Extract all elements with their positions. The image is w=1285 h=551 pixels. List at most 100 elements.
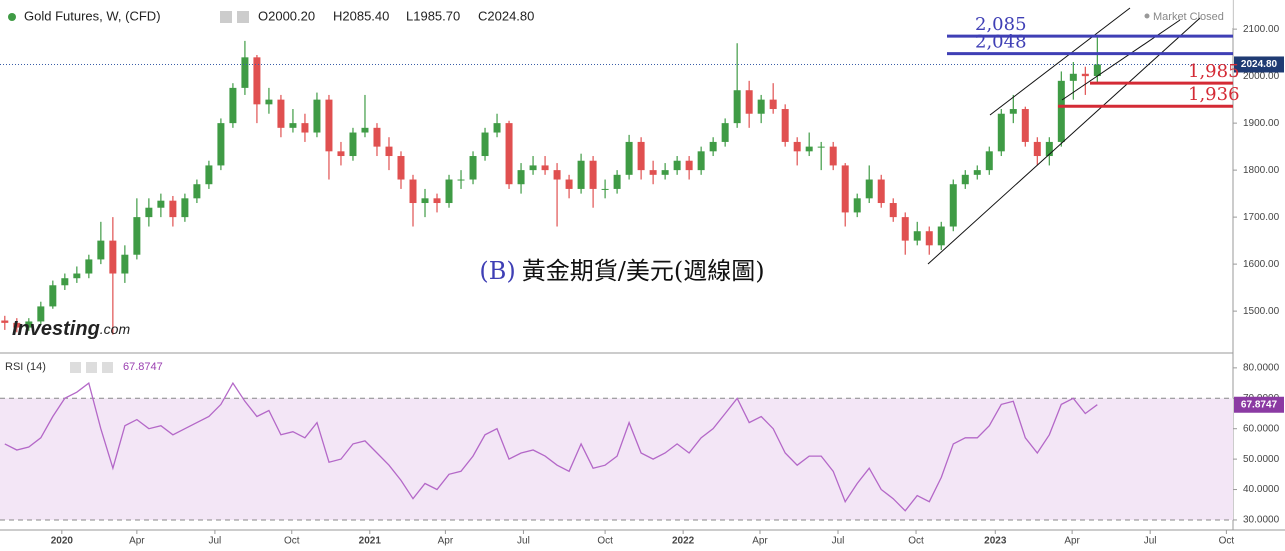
x-tick-label: Jul [1144, 536, 1157, 547]
market-status: Market Closed [1153, 11, 1224, 23]
candle-body [469, 156, 477, 180]
candle-body [313, 99, 321, 133]
y-tick-label: 2000.00 [1243, 71, 1280, 82]
rsi-line [4, 381, 1098, 512]
candle-body [433, 198, 441, 204]
candle-body [601, 188, 609, 190]
candle-body [733, 90, 741, 124]
level-label: 2,085 [975, 14, 1027, 35]
rsi-last-label: 67.8747 [1241, 399, 1278, 410]
watermark: Investing.com [12, 318, 130, 340]
x-tick-label: Jul [517, 536, 530, 547]
close-value: C2024.80 [478, 8, 534, 23]
candle-body [409, 179, 417, 204]
candle-body [337, 151, 345, 157]
candle-body [505, 123, 513, 185]
high-value: H2085.40 [333, 8, 389, 23]
candle-body [685, 160, 693, 171]
candle-body [757, 99, 765, 114]
trend-line [1061, 19, 1181, 101]
y-tick-label: 2100.00 [1243, 24, 1280, 35]
candle-body [661, 170, 669, 175]
icon[interactable] [86, 362, 97, 373]
y-tick-label: 1500.00 [1243, 306, 1280, 317]
status-dot [8, 13, 16, 21]
x-tick-label: Oct [1219, 536, 1235, 547]
candle-body [1081, 73, 1089, 77]
y-tick-label: 1600.00 [1243, 259, 1280, 270]
candle-body [361, 127, 369, 133]
candle-body [301, 123, 309, 133]
candle-body [25, 321, 33, 328]
candle-body [49, 285, 57, 307]
status-dot [1144, 13, 1150, 19]
x-tick-label: 2021 [359, 536, 382, 547]
candle-body [289, 123, 297, 128]
candle-body [397, 156, 405, 180]
annotation: (B) 黃金期貨/美元(週線圖) [479, 257, 764, 285]
candle-body [1009, 109, 1017, 114]
candle-body [649, 170, 657, 175]
candle-body [205, 165, 213, 185]
icon[interactable] [102, 362, 113, 373]
candle-body [457, 179, 465, 181]
candle-body [421, 198, 429, 204]
indicator-name[interactable]: RSI (14) [5, 361, 46, 373]
candle-body [901, 217, 909, 241]
y-tick-label: 80.0000 [1243, 363, 1280, 374]
icon[interactable] [220, 11, 232, 23]
candle-body [217, 123, 225, 166]
open-value: O2000.20 [258, 8, 315, 23]
candle-body [169, 200, 177, 218]
candle-body [997, 113, 1005, 152]
icon[interactable] [70, 362, 81, 373]
x-tick-label: Apr [752, 536, 768, 547]
candle-body [913, 231, 921, 241]
candle-body [781, 109, 789, 142]
candle-body [577, 160, 585, 189]
candle-body [13, 322, 21, 328]
x-tick-label: Oct [597, 536, 613, 547]
x-tick-label: Oct [284, 536, 300, 547]
candle-body [949, 184, 957, 227]
x-tick-label: Apr [438, 536, 454, 547]
watermark-suffix: .com [100, 321, 131, 337]
candle-body [145, 207, 153, 218]
candle-body [889, 203, 897, 218]
candle-body [181, 198, 189, 218]
candle-body [565, 179, 573, 189]
candle-body [277, 99, 285, 128]
candle-body [481, 132, 489, 157]
candle-body [673, 160, 681, 171]
level-label: 1,985 [1188, 61, 1240, 82]
candle-body [793, 141, 801, 152]
symbol[interactable]: Gold Futures, W, (CFD) [24, 8, 161, 23]
candle-body [37, 306, 45, 322]
candle-body [493, 123, 501, 133]
y-tick-label: 1800.00 [1243, 165, 1280, 176]
candle-body [841, 165, 849, 213]
candle-body [925, 231, 933, 246]
candle-body [109, 240, 117, 274]
level-label: 2,048 [975, 32, 1027, 53]
icon[interactable] [237, 11, 249, 23]
annotation-prefix: (B) [479, 257, 515, 285]
y-tick-label: 1900.00 [1243, 118, 1280, 129]
candle-body [1057, 80, 1065, 142]
candle-body [253, 57, 261, 105]
candle-body [817, 146, 825, 148]
candle-body [193, 184, 201, 199]
x-tick-label: 2022 [672, 536, 695, 547]
level-label: 1,936 [1188, 84, 1240, 105]
candle-body [1093, 64, 1101, 77]
candle-body [613, 174, 621, 189]
candle-body [517, 170, 525, 185]
y-tick-label: 30.0000 [1243, 515, 1280, 526]
rsi-last-tag [1234, 396, 1284, 413]
candle-body [709, 141, 717, 152]
candle-body [865, 179, 873, 199]
candle-body [769, 99, 777, 110]
candle-body [445, 179, 453, 204]
header-bg [0, 0, 1233, 28]
